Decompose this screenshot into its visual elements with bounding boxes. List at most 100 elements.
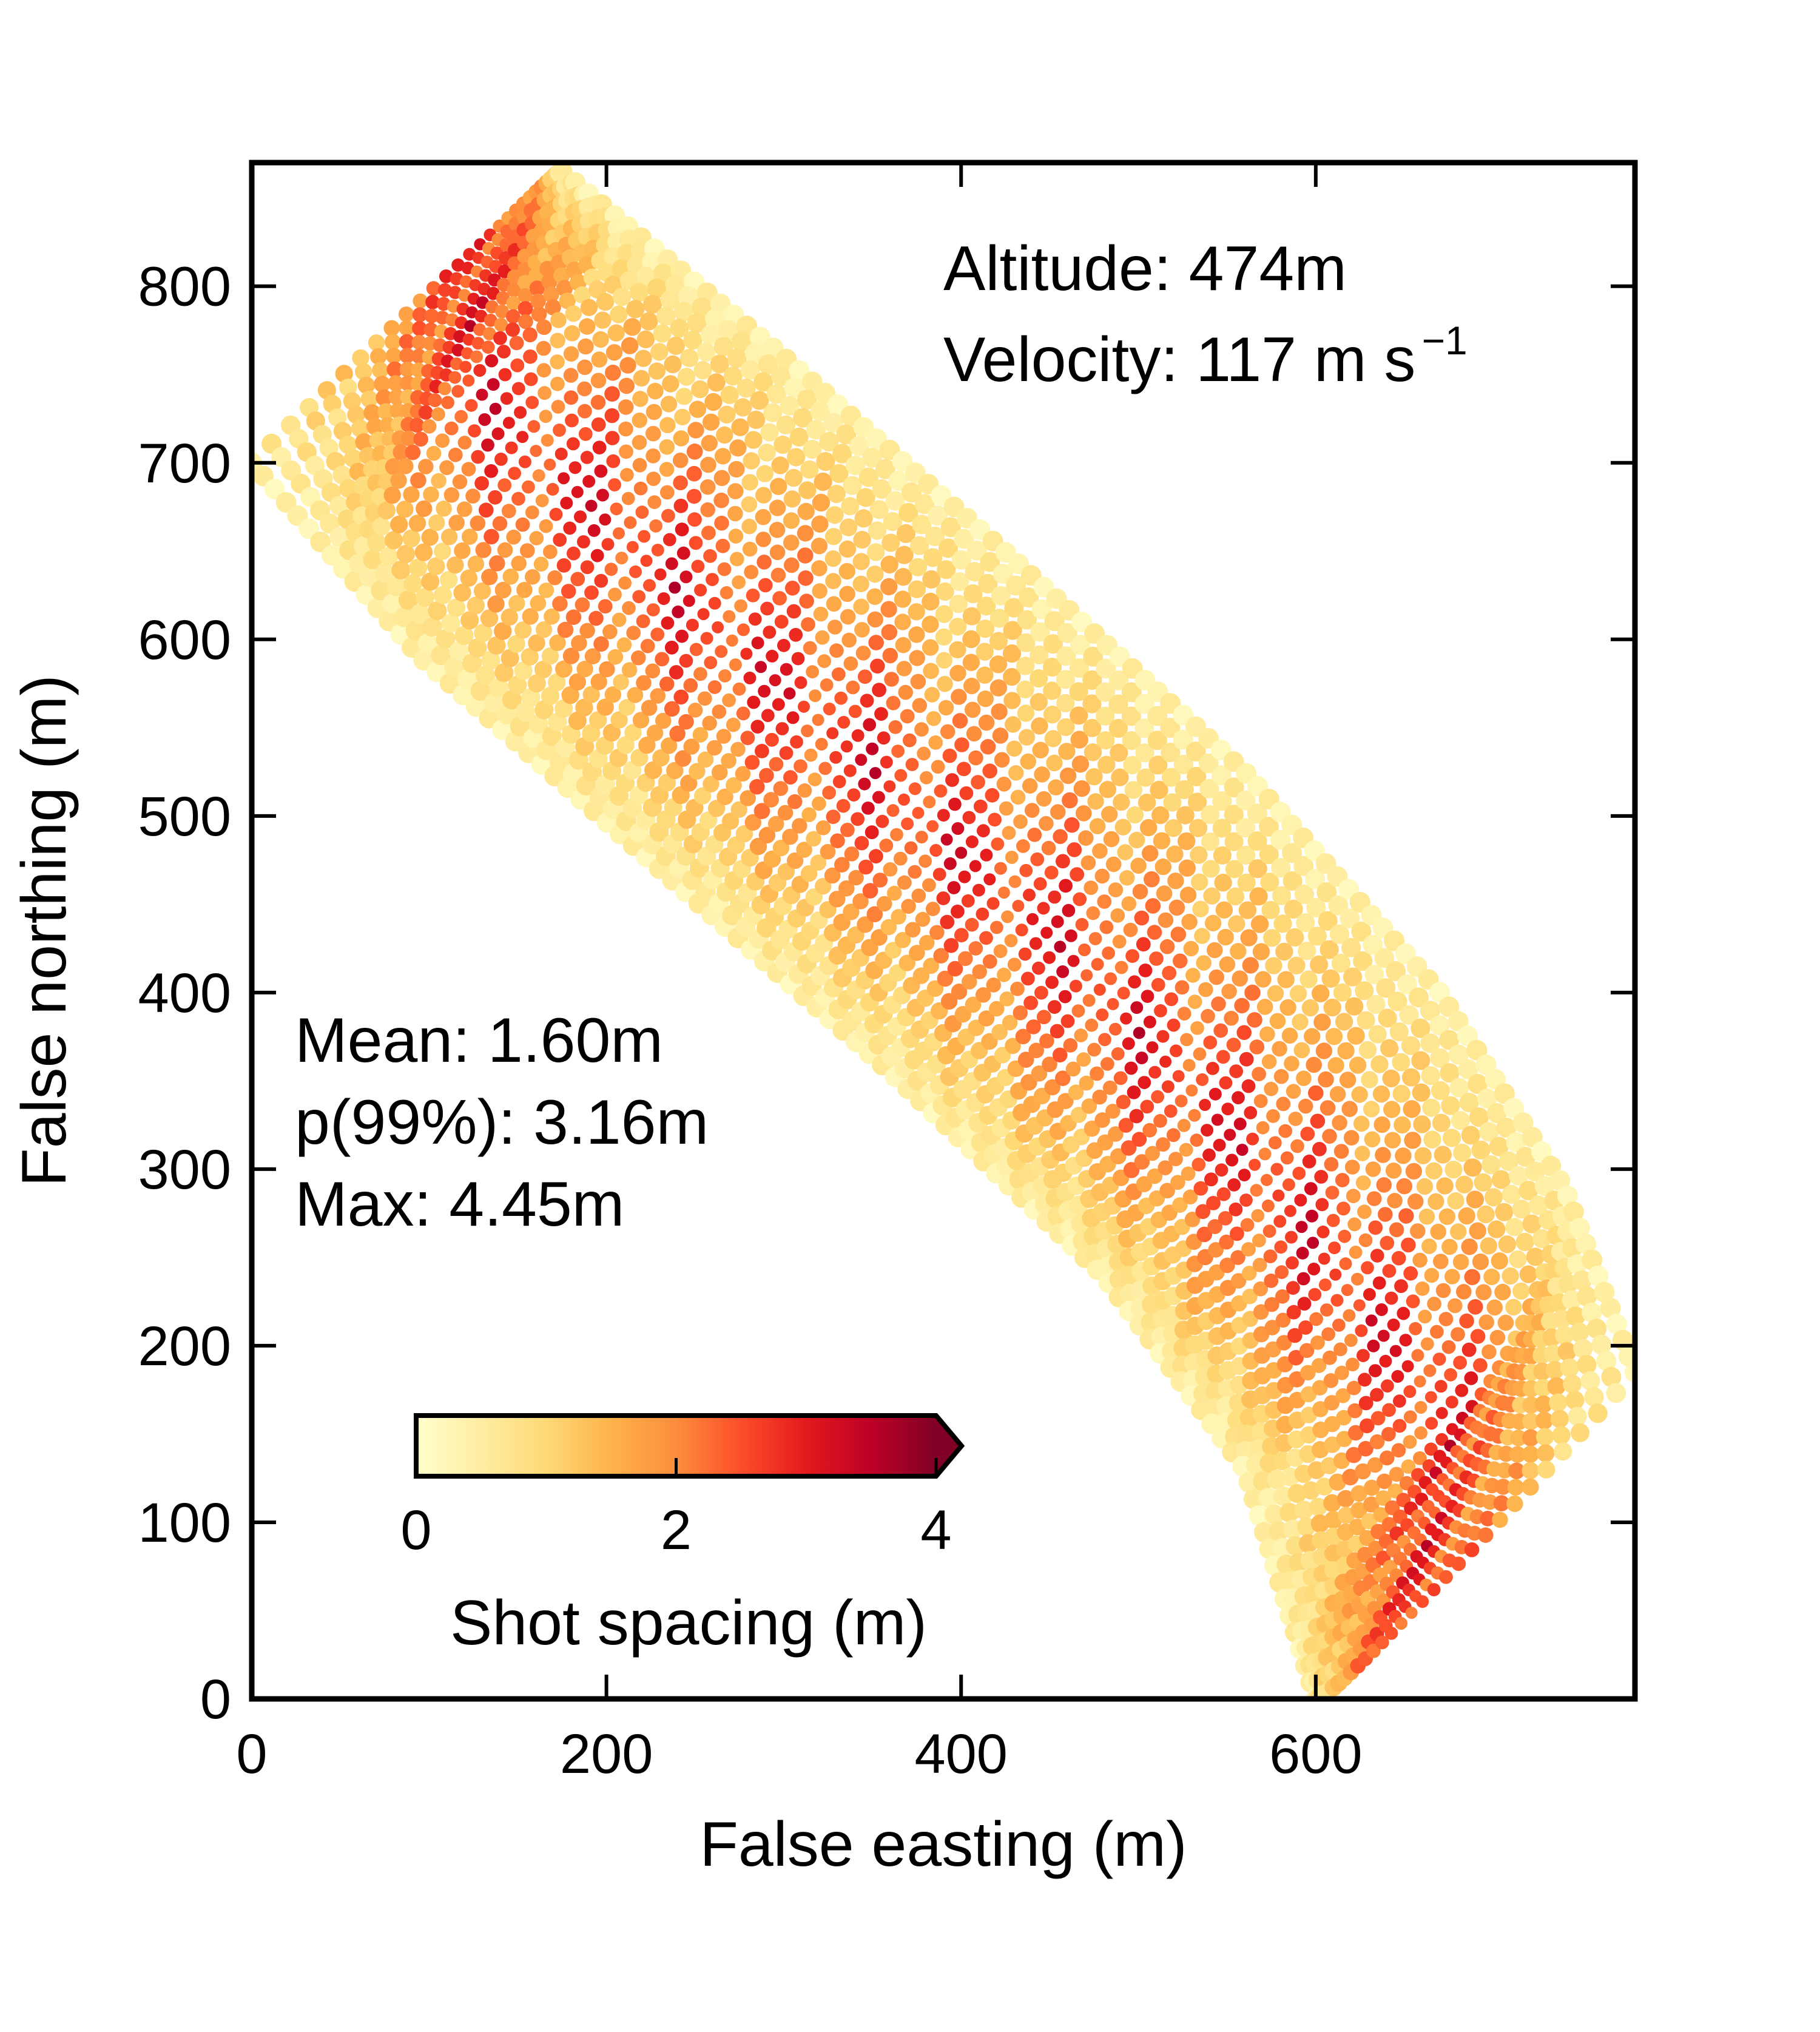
scatter-point <box>578 404 592 419</box>
scatter-point <box>497 478 511 492</box>
scatter-point <box>661 509 675 523</box>
scatter-point <box>655 569 667 581</box>
scatter-point <box>1122 1037 1135 1050</box>
scatter-point <box>612 613 627 627</box>
scatter-point <box>1448 1298 1463 1314</box>
scatter-point <box>1109 1023 1122 1036</box>
scatter-point <box>755 509 772 525</box>
scatter-point <box>566 609 582 625</box>
scatter-point <box>1520 1266 1537 1283</box>
scatter-point <box>1086 906 1100 920</box>
colorbar-extend-arrow <box>936 1416 962 1476</box>
scatter-point <box>1247 1012 1262 1028</box>
scatter-point <box>687 422 704 438</box>
scatter-point <box>894 769 907 782</box>
scatter-point <box>962 894 975 908</box>
scatter-point <box>1403 1435 1417 1449</box>
scatter-point <box>1344 1130 1360 1146</box>
scatter-point <box>647 383 663 399</box>
scatter-point <box>1464 1269 1481 1286</box>
scatter-point <box>1012 900 1024 912</box>
scatter-point <box>884 672 899 687</box>
scatter-point <box>641 555 653 567</box>
scatter-point <box>1505 1299 1522 1315</box>
scatter-point <box>742 474 758 490</box>
scatter-point <box>581 299 598 316</box>
scatter-point <box>633 370 650 386</box>
colorbar-tick-label: 2 <box>661 1499 692 1561</box>
scatter-point <box>1487 1300 1503 1316</box>
scatter-point <box>966 835 979 848</box>
scatter-point <box>1138 1076 1151 1089</box>
scatter-point <box>765 733 779 747</box>
scatter-point <box>918 854 932 868</box>
scatter-point <box>563 522 576 535</box>
scatter-point <box>1234 1118 1247 1130</box>
scatter-point <box>1279 999 1296 1016</box>
y-tick-label: 100 <box>138 1492 232 1554</box>
scatter-point <box>1089 932 1102 945</box>
scatter-point <box>645 448 661 464</box>
scatter-point <box>744 672 757 684</box>
scatter-point <box>1475 1284 1492 1300</box>
scatter-point <box>846 681 860 695</box>
scatter-point <box>911 674 926 690</box>
scatter-point <box>787 604 801 619</box>
scatter-point <box>703 414 720 431</box>
scatter-point <box>757 555 772 570</box>
scatter-point <box>1459 1314 1474 1329</box>
scatter-point <box>903 734 917 748</box>
scatter-point <box>1203 888 1220 905</box>
scatter-point <box>1315 1198 1329 1211</box>
scatter-point <box>715 645 727 658</box>
scatter-point <box>1141 990 1154 1003</box>
scatter-point <box>858 860 874 875</box>
scatter-point <box>1191 1158 1205 1172</box>
scatter-point <box>731 419 749 436</box>
scatter-point <box>1156 1137 1170 1152</box>
scatter-point <box>577 535 590 549</box>
scatter-point <box>1313 1014 1330 1031</box>
scatter-point <box>1285 1231 1298 1244</box>
scatter-point <box>608 325 625 342</box>
scatter-point <box>829 643 844 658</box>
scatter-point <box>1020 754 1037 770</box>
scatter-point <box>1094 984 1106 996</box>
scatter-point <box>977 824 990 837</box>
scatter-point <box>1019 729 1035 746</box>
scatter-point <box>592 351 608 368</box>
scatter-point <box>1321 1328 1335 1342</box>
scatter-point <box>1050 804 1066 820</box>
scatter-point <box>399 320 414 336</box>
scatter-point <box>812 714 824 726</box>
scatter-point <box>1034 877 1047 891</box>
scatter-point <box>1171 927 1187 942</box>
scatter-point <box>422 419 437 434</box>
scatter-point <box>618 576 632 590</box>
scatter-point <box>759 768 774 783</box>
scatter-point <box>1306 1057 1322 1073</box>
scatter-point <box>655 652 669 667</box>
scatter-point <box>591 373 607 388</box>
scatter-point <box>814 473 832 491</box>
scatter-point <box>1370 1249 1384 1263</box>
scatter-point <box>769 522 786 538</box>
scatter-point <box>729 528 744 544</box>
scatter-point <box>570 572 585 587</box>
scatter-point <box>1102 947 1115 960</box>
scatter-point <box>428 515 445 531</box>
scatter-point <box>632 413 648 428</box>
scatter-point <box>1005 851 1019 864</box>
scatter-point <box>1383 1264 1397 1278</box>
scatter-point <box>979 931 993 945</box>
scatter-point <box>1307 1237 1319 1249</box>
scatter-point <box>752 636 764 649</box>
scatter-point <box>1367 1340 1380 1352</box>
scatter-point <box>1156 1030 1169 1043</box>
colorbar-tick-label: 4 <box>920 1499 951 1561</box>
scatter-point <box>851 812 864 826</box>
scatter-point <box>596 293 614 311</box>
scatter-point <box>522 328 538 343</box>
scatter-point <box>822 786 836 800</box>
scatter-point <box>1207 942 1223 959</box>
